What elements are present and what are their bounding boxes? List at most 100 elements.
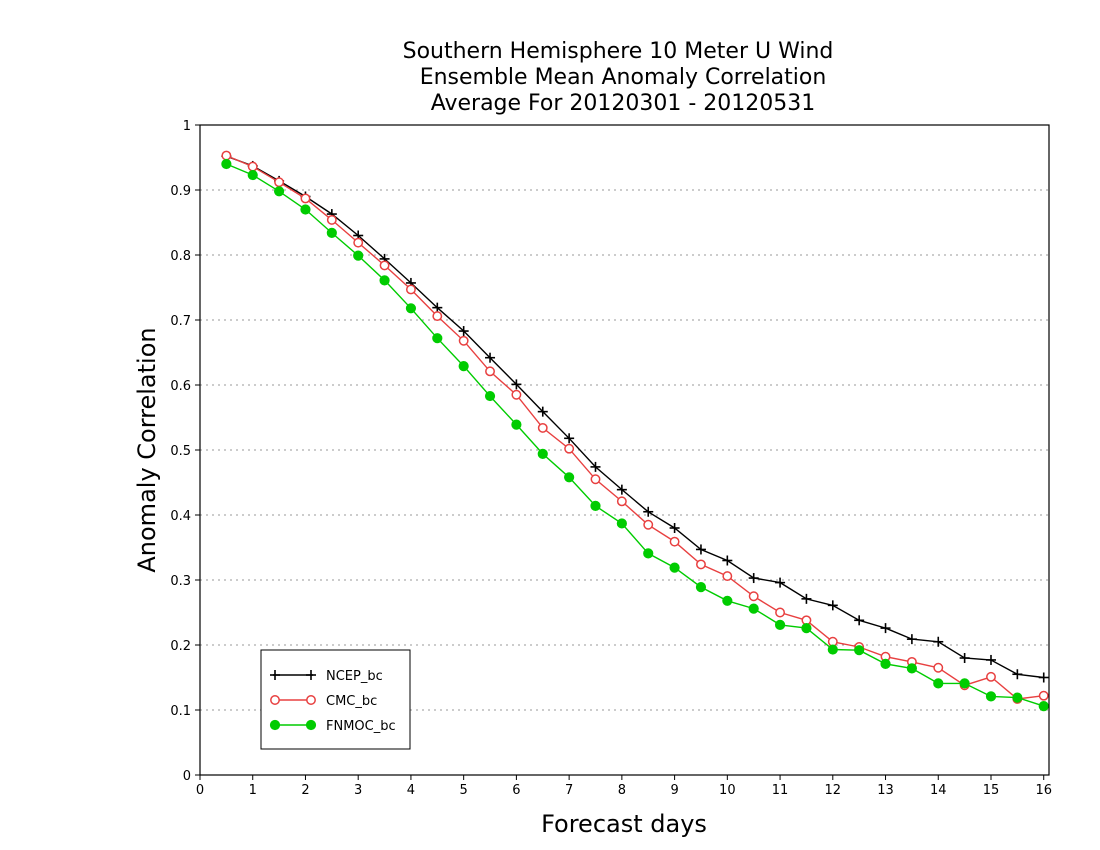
data-point-ncep-bc — [933, 636, 944, 647]
x-tick-label: 15 — [983, 783, 1000, 798]
x-tick-label: 8 — [618, 783, 626, 798]
data-point-fnmoc-bc — [959, 678, 970, 689]
y-tick-label: 1 — [183, 119, 191, 134]
data-point-cmc-bc — [326, 214, 337, 225]
data-point-fnmoc-bc — [405, 303, 417, 314]
data-point-fnmoc-bc — [748, 603, 759, 614]
data-point-fnmoc-bc — [933, 678, 944, 689]
data-point-ncep-bc — [1038, 672, 1049, 683]
legend-label: FNMOC_bc — [326, 719, 396, 734]
data-point-cmc-bc — [616, 496, 627, 507]
data-point-fnmoc-bc — [827, 644, 838, 655]
data-point-fnmoc-bc — [1012, 692, 1023, 703]
data-point-fnmoc-bc — [854, 645, 865, 656]
legend-label: NCEP_bc — [326, 669, 383, 684]
axis-ticks: 00.10.20.30.40.50.60.70.80.910 1 2 3 4 5 6 7 8 9 1… — [170, 119, 1052, 798]
title-line-3: Average For 20120301 - 20120531 — [431, 91, 816, 116]
data-point-fnmoc-bc — [379, 275, 390, 286]
data-point-cmc-bc — [379, 260, 390, 271]
data-point-fnmoc-bc — [221, 158, 232, 170]
data-point-fnmoc-bc — [300, 204, 311, 215]
data-point-cmc-bc — [405, 284, 416, 295]
data-point-ncep-bc — [616, 484, 627, 495]
data-point-fnmoc-bc — [985, 691, 997, 702]
y-axis-title: Anomaly Correlation — [133, 327, 161, 572]
y-tick-label: 0.8 — [170, 249, 191, 264]
data-point-fnmoc-bc — [643, 548, 654, 559]
data-point-fnmoc-bc — [774, 619, 786, 630]
legend-marker — [305, 719, 317, 731]
data-point-cmc-bc — [511, 389, 522, 400]
data-point-cmc-bc — [537, 422, 548, 433]
data-point-fnmoc-bc — [669, 562, 680, 573]
data-point-fnmoc-bc — [353, 250, 364, 261]
y-tick-label: 0.4 — [170, 509, 191, 524]
x-tick-label: 9 — [670, 783, 678, 798]
data-point-ncep-bc — [985, 654, 996, 665]
data-point-ncep-bc — [432, 302, 443, 313]
data-point-cmc-bc — [933, 662, 944, 673]
y-tick-label: 0.2 — [170, 639, 191, 654]
data-point-ncep-bc — [801, 593, 812, 604]
legend-item-ncep-bc: NCEP_bc — [270, 669, 383, 684]
data-point-fnmoc-bc — [564, 472, 575, 483]
series-cmc-bc — [221, 150, 1049, 704]
title-line-2: Ensemble Mean Anomaly Correlation — [420, 65, 827, 90]
legend-marker — [306, 695, 316, 705]
data-point-ncep-bc — [722, 555, 733, 566]
y-tick-label: 0 — [183, 769, 191, 784]
data-point-cmc-bc — [722, 571, 733, 582]
data-point-cmc-bc — [458, 335, 469, 346]
data-point-ncep-bc — [959, 653, 970, 663]
data-point-cmc-bc — [775, 607, 786, 618]
data-point-fnmoc-bc — [722, 595, 733, 606]
data-point-fnmoc-bc — [906, 663, 917, 674]
x-tick-label: 1 — [249, 783, 257, 798]
x-tick-label: 2 — [301, 783, 309, 798]
x-tick-label: 16 — [1035, 783, 1052, 798]
y-tick-label: 0.6 — [170, 379, 191, 394]
data-point-fnmoc-bc — [880, 658, 891, 669]
data-point-cmc-bc — [485, 366, 495, 377]
data-point-cmc-bc — [274, 177, 285, 188]
x-tick-label: 14 — [930, 783, 947, 798]
data-point-ncep-bc — [854, 615, 865, 626]
data-point-fnmoc-bc — [273, 186, 285, 197]
data-point-fnmoc-bc — [458, 361, 469, 372]
legend-label: CMC_bc — [326, 694, 377, 709]
data-point-cmc-bc — [748, 591, 759, 602]
data-point-cmc-bc — [432, 311, 443, 322]
x-tick-label: 5 — [460, 783, 468, 798]
x-tick-label: 6 — [512, 783, 520, 798]
data-point-cmc-bc — [696, 559, 706, 570]
data-point-cmc-bc — [1038, 690, 1049, 701]
data-point-ncep-bc — [669, 523, 680, 533]
data-point-ncep-bc — [1012, 669, 1023, 680]
data-point-ncep-bc — [485, 352, 496, 363]
data-point-fnmoc-bc — [590, 500, 601, 511]
legend-marker — [306, 670, 316, 680]
data-point-ncep-bc — [748, 573, 759, 584]
legend-marker — [270, 695, 280, 705]
x-tick-label: 10 — [719, 783, 736, 798]
x-tick-label: 13 — [877, 783, 894, 798]
data-point-ncep-bc — [564, 433, 575, 444]
data-point-fnmoc-bc — [616, 518, 627, 529]
data-point-ncep-bc — [458, 326, 469, 337]
data-point-fnmoc-bc — [511, 419, 522, 430]
data-point-fnmoc-bc — [695, 582, 707, 593]
legend-item-cmc-bc: CMC_bc — [270, 694, 377, 709]
data-point-ncep-bc — [827, 600, 838, 611]
data-point-ncep-bc — [511, 379, 522, 390]
data-point-cmc-bc — [986, 671, 996, 682]
title-line-1: Southern Hemisphere 10 Meter U Wind — [403, 39, 834, 64]
data-point-cmc-bc — [353, 237, 364, 248]
data-point-cmc-bc — [643, 519, 654, 530]
legend: NCEP_bc CMC_bc FNMOC_bc — [260, 649, 411, 750]
data-point-cmc-bc — [590, 474, 601, 485]
data-point-fnmoc-bc — [484, 390, 496, 402]
legend-marker — [270, 670, 280, 680]
data-point-ncep-bc — [906, 634, 917, 645]
series-line-fnmoc-bc — [226, 163, 1044, 707]
